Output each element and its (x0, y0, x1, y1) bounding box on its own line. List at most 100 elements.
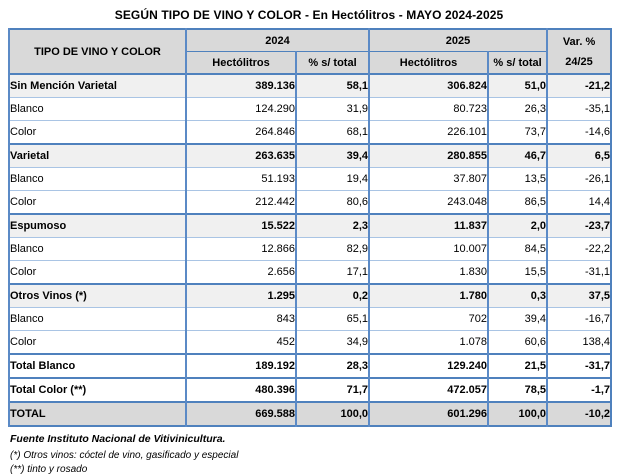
pct-total-2024-value: 100,0 (294, 401, 370, 427)
row-label: Total Blanco (8, 353, 187, 379)
hectolitros-2024-value: 480.396 (185, 377, 297, 403)
var-pct-value: -23,7 (546, 213, 612, 238)
pct-total-2025-value: 73,7 (487, 120, 548, 145)
var-pct-value: -26,1 (546, 167, 612, 191)
pct-total-2025-value: 26,3 (487, 97, 548, 121)
pct-total-2024-value: 19,4 (294, 167, 370, 191)
table-footer: Fuente Instituto Nacional de Vitivinicul… (10, 433, 618, 475)
table-header-row-years: TIPO DE VINO Y COLOR 2024 2025 Var. % 24… (8, 28, 612, 75)
pct-total-2025-value: 0,3 (487, 283, 548, 308)
table-row: Total Blanco 189.192 28,3 129.240 21,5 -31,7 (8, 353, 612, 379)
pct-total-2024-value: 39,4 (294, 143, 370, 168)
table-row: TOTAL 669.588 100,0 601.296 100,0 -10,2 (8, 401, 612, 427)
column-header-2025: 2025 (368, 28, 548, 52)
wine-statistics-table: TIPO DE VINO Y COLOR 2024 2025 Var. % 24… (8, 28, 613, 427)
column-header-pct-total-2024: % s/ total (294, 51, 370, 75)
table-row: Otros Vinos (*) 1.295 0,2 1.780 0,3 37,5 (8, 283, 612, 308)
pct-total-2024-value: 28,3 (294, 353, 370, 379)
hectolitros-2025-value: 306.824 (368, 73, 489, 98)
pct-total-2025-value: 13,5 (487, 167, 548, 191)
pct-total-2024-value: 58,1 (294, 73, 370, 98)
var-pct-value: -22,2 (546, 237, 612, 261)
var-pct-value: 6,5 (546, 143, 612, 168)
pct-total-2025-value: 60,6 (487, 330, 548, 355)
page-title: SEGÚN TIPO DE VINO Y COLOR - En Hectólit… (114, 8, 504, 22)
hectolitros-2024-value: 1.295 (185, 283, 297, 308)
table-row: Varietal 263.635 39,4 280.855 46,7 6,5 (8, 143, 612, 168)
pct-total-2024-value: 65,1 (294, 307, 370, 331)
source-note: Fuente Instituto Nacional de Vitivinicul… (10, 433, 226, 445)
pct-total-2024-value: 17,1 (294, 260, 370, 285)
row-label: Total Color (**) (8, 377, 187, 403)
var-pct-value: -10,2 (546, 401, 612, 427)
var-pct-value: 14,4 (546, 190, 612, 215)
var-pct-value: 138,4 (546, 330, 612, 355)
hectolitros-2025-value: 80.723 (368, 97, 489, 121)
pct-total-2025-value: 51,0 (487, 73, 548, 98)
row-label: Otros Vinos (*) (8, 283, 187, 308)
hectolitros-2025-value: 10.007 (368, 237, 489, 261)
column-header-pct-total-2025: % s/ total (487, 51, 548, 75)
hectolitros-2024-value: 843 (185, 307, 297, 331)
pct-total-2025-value: 86,5 (487, 190, 548, 215)
table-row: Blanco 843 65,1 702 39,4 -16,7 (8, 307, 612, 331)
hectolitros-2025-value: 226.101 (368, 120, 489, 145)
hectolitros-2024-value: 15.522 (185, 213, 297, 238)
column-header-hectolitros-2025: Hectólitros (368, 51, 489, 75)
pct-total-2025-value: 21,5 (487, 353, 548, 379)
hectolitros-2025-value: 1.830 (368, 260, 489, 285)
row-label: Blanco (8, 307, 187, 331)
table-row: Color 2.656 17,1 1.830 15,5 -31,1 (8, 260, 612, 285)
pct-total-2024-value: 80,6 (294, 190, 370, 215)
row-label: Color (8, 190, 187, 215)
hectolitros-2024-value: 12.866 (185, 237, 297, 261)
pct-total-2024-value: 68,1 (294, 120, 370, 145)
table-row: Blanco 51.193 19,4 37.807 13,5 -26,1 (8, 167, 612, 191)
pct-total-2024-value: 2,3 (294, 213, 370, 238)
pct-total-2025-value: 78,5 (487, 377, 548, 403)
table-row: Espumoso 15.522 2,3 11.837 2,0 -23,7 (8, 213, 612, 238)
var-header-line2: 24/25 (565, 55, 593, 68)
table-row: Total Color (**) 480.396 71,7 472.057 78,5 -1… (8, 377, 612, 403)
hectolitros-2024-value: 2.656 (185, 260, 297, 285)
table-row: Sin Mención Varietal 389.136 58,1 306.824 51… (8, 73, 612, 98)
row-label: Color (8, 330, 187, 355)
pct-total-2025-value: 39,4 (487, 307, 548, 331)
pct-total-2025-value: 84,5 (487, 237, 548, 261)
pct-total-2024-value: 82,9 (294, 237, 370, 261)
hectolitros-2024-value: 452 (185, 330, 297, 355)
var-pct-value: -14,6 (546, 120, 612, 145)
footnote-otros-vinos: (*) Otros vinos: cóctel de vino, gasific… (10, 450, 239, 461)
row-label: Color (8, 120, 187, 145)
hectolitros-2025-value: 280.855 (368, 143, 489, 168)
hectolitros-2025-value: 472.057 (368, 377, 489, 403)
var-pct-value: -31,7 (546, 353, 612, 379)
hectolitros-2025-value: 129.240 (368, 353, 489, 379)
row-label: Color (8, 260, 187, 285)
hectolitros-2024-value: 51.193 (185, 167, 297, 191)
hectolitros-2024-value: 669.588 (185, 401, 297, 427)
hectolitros-2024-value: 212.442 (185, 190, 297, 215)
hectolitros-2024-value: 189.192 (185, 353, 297, 379)
hectolitros-2025-value: 243.048 (368, 190, 489, 215)
table-row: Color 212.442 80,6 243.048 86,5 14,4 (8, 190, 612, 215)
table-row: Blanco 12.866 82,9 10.007 84,5 -22,2 (8, 237, 612, 261)
var-pct-value: -21,2 (546, 73, 612, 98)
pct-total-2025-value: 100,0 (487, 401, 548, 427)
column-header-2024: 2024 (184, 28, 370, 52)
hectolitros-2024-value: 124.290 (185, 97, 297, 121)
row-label: Blanco (8, 237, 187, 261)
row-label: Blanco (8, 167, 187, 191)
table-row: Blanco 124.290 31,9 80.723 26,3 -35,1 (8, 97, 612, 121)
table-row: Color 264.846 68,1 226.101 73,7 -14,6 (8, 120, 612, 145)
hectolitros-2025-value: 1.780 (368, 283, 489, 308)
pct-total-2025-value: 46,7 (487, 143, 548, 168)
var-pct-value: -16,7 (546, 307, 612, 331)
pct-total-2024-value: 0,2 (294, 283, 370, 308)
table-row: Color 452 34,9 1.078 60,6 138,4 (8, 330, 612, 355)
table-body: Sin Mención Varietal 389.136 58,1 306.824 51… (8, 73, 612, 427)
pct-total-2025-value: 15,5 (487, 260, 548, 285)
hectolitros-2025-value: 601.296 (368, 401, 489, 427)
var-header-line1: Var. % (562, 35, 596, 48)
row-label: Varietal (8, 143, 187, 168)
